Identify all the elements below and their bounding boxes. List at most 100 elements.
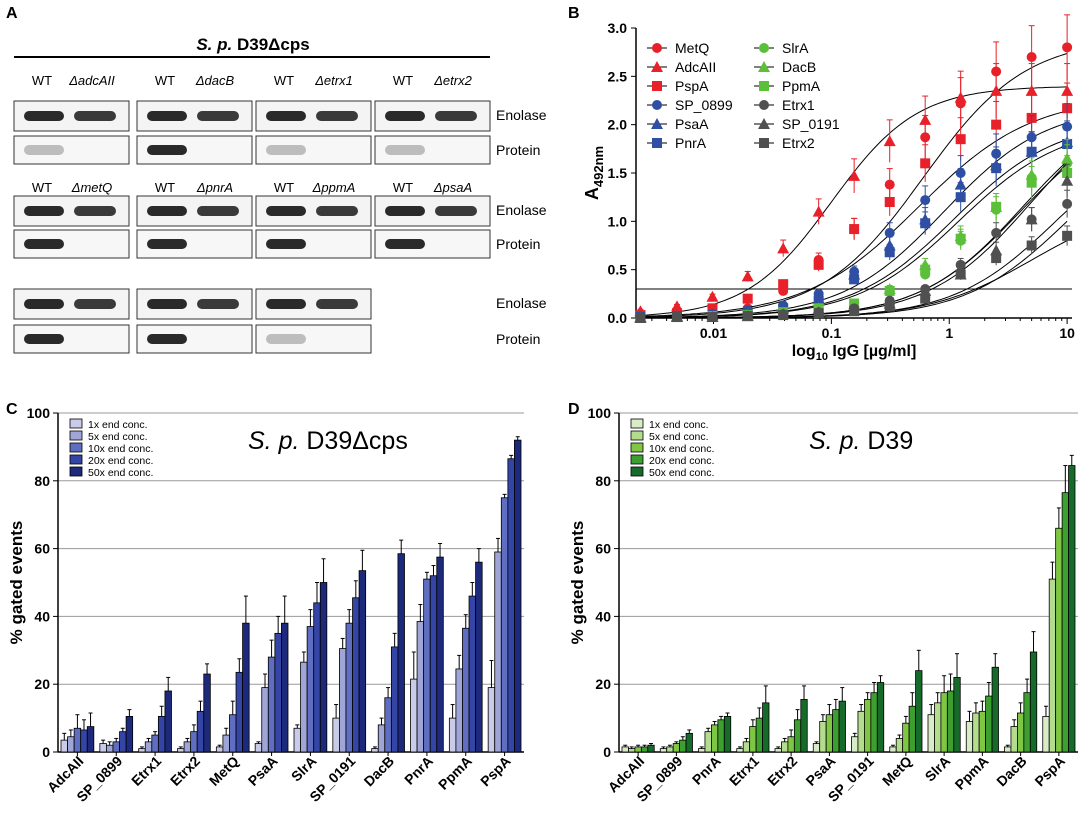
- bar: [410, 678, 418, 753]
- bar: [628, 748, 636, 753]
- bar: [832, 709, 840, 753]
- bar: [196, 710, 205, 753]
- y-tick-label: 2.5: [608, 68, 628, 84]
- bar: [774, 748, 782, 753]
- data-point: [706, 290, 719, 302]
- y-tick-label: 80: [34, 473, 50, 489]
- bar: [215, 746, 224, 753]
- bar: [468, 595, 476, 753]
- blot-row-label-protein: Protein: [496, 331, 540, 347]
- legend-label: 50x end conc.: [649, 467, 714, 479]
- bar: [762, 702, 770, 753]
- enolase-band-wt: [147, 299, 187, 309]
- data-point: [813, 295, 824, 306]
- data-point: [635, 313, 646, 323]
- legend-label: 1x end conc.: [649, 419, 709, 431]
- y-tick-label: 40: [34, 608, 50, 624]
- enolase-band-mutant: [316, 299, 358, 309]
- x-tick-label: 0.1: [822, 325, 842, 341]
- bar: [222, 734, 230, 753]
- legend-marker: [759, 81, 769, 91]
- data-point: [1026, 52, 1037, 62]
- y-tick-label: 60: [595, 541, 611, 557]
- bar: [736, 748, 744, 753]
- data-point: [1062, 42, 1073, 53]
- data-point: [1025, 213, 1038, 225]
- legend-label: Etrx1: [782, 97, 815, 113]
- category-label: PnrA: [689, 753, 724, 788]
- data-point: [778, 279, 789, 290]
- bar: [487, 687, 496, 753]
- bar: [358, 570, 367, 753]
- bar: [274, 632, 282, 753]
- data-point: [991, 227, 1002, 238]
- bar: [634, 746, 642, 753]
- bar: [448, 717, 457, 753]
- data-point: [813, 308, 824, 319]
- bar: [857, 710, 865, 753]
- legend-marker: [652, 81, 662, 91]
- data-point: [919, 113, 932, 125]
- category-label: DacB: [993, 753, 1030, 790]
- panel-label-c: C: [6, 401, 18, 418]
- data-point: [1026, 240, 1037, 251]
- bar: [781, 741, 789, 753]
- data-point: [1062, 198, 1073, 209]
- protein-band-wt: [24, 334, 64, 344]
- bar: [352, 597, 360, 753]
- legend-swatch: [630, 454, 644, 465]
- bar: [1068, 465, 1076, 753]
- bar: [895, 738, 904, 753]
- data-point: [1026, 177, 1037, 188]
- category-label: MetQ: [206, 753, 242, 789]
- blot-lane-label-mutant: ΔpsaA: [433, 180, 472, 195]
- blot-lane-label-wt: WT: [155, 73, 175, 88]
- legend-swatch: [630, 442, 644, 453]
- bar: [514, 439, 522, 753]
- blot-lane-label-wt: WT: [32, 180, 52, 195]
- bar: [494, 551, 502, 753]
- bar: [864, 699, 872, 753]
- panel-a-western-blots: S. p. D39Δcps WT ΔadcAII WT ΔdacB WT Δetrx1 WT…: [13, 35, 547, 354]
- enolase-band-wt: [147, 111, 187, 121]
- legend-label: Etrx2: [782, 135, 815, 151]
- legend-swatch: [630, 430, 644, 441]
- legend-swatch: [630, 466, 644, 477]
- data-point: [991, 163, 1002, 174]
- protein-band-wt: [24, 145, 64, 155]
- bar: [203, 673, 211, 753]
- data-point: [1061, 174, 1074, 186]
- bar: [621, 746, 629, 753]
- panel-b-elisa-chart: 0.0 0.5 1.0 1.5 2.0 2.5 3.0 0.01 0.1 1 10 log10 IgG…: [582, 14, 1075, 363]
- bar: [429, 575, 438, 753]
- enolase-band-wt: [385, 111, 425, 121]
- bar: [985, 695, 993, 753]
- y-tick-label: 100: [588, 405, 612, 421]
- fit-curve: [635, 122, 1068, 318]
- data-point: [671, 312, 682, 323]
- blot-lane-label-mutant: Δetrx1: [314, 73, 353, 88]
- bar: [1061, 492, 1069, 753]
- bar: [1004, 746, 1012, 753]
- y-tick-label: 1.0: [608, 213, 628, 229]
- bar: [991, 666, 999, 753]
- bar: [319, 582, 328, 753]
- enolase-band-wt: [24, 206, 64, 216]
- legend-marker: [652, 100, 662, 110]
- category-label: SlrA: [922, 753, 954, 785]
- data-point: [742, 293, 753, 304]
- data-point: [741, 270, 754, 282]
- bar: [242, 622, 250, 753]
- bar: [755, 717, 763, 753]
- protein-band-wt: [147, 145, 187, 155]
- series-adcaii: [634, 63, 1074, 317]
- blot-row-label-enolase: Enolase: [496, 107, 547, 123]
- protein-band-wt: [147, 334, 187, 344]
- bar: [157, 716, 166, 753]
- bar-legend: 1x end conc.5x end conc.10x end conc.20x…: [69, 418, 153, 479]
- bar: [313, 602, 321, 753]
- data-point: [919, 284, 932, 296]
- enolase-band-mutant: [197, 111, 239, 121]
- data-point: [920, 218, 931, 229]
- bar: [125, 716, 134, 753]
